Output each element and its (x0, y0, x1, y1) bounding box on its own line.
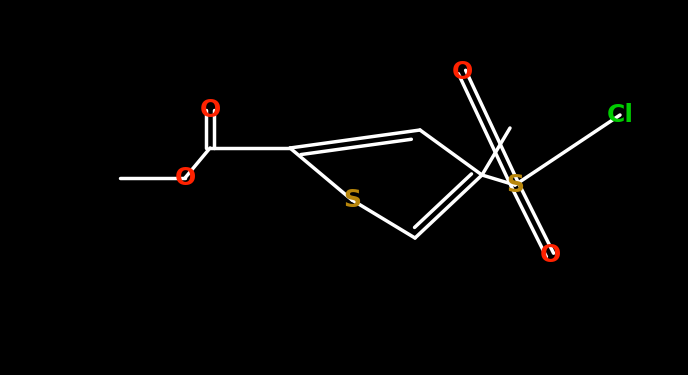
Text: O: O (200, 98, 221, 122)
Text: Cl: Cl (607, 103, 634, 127)
Text: O: O (451, 60, 473, 84)
Text: O: O (539, 243, 561, 267)
Text: O: O (174, 166, 195, 190)
Text: S: S (506, 173, 524, 197)
Text: S: S (343, 188, 361, 212)
